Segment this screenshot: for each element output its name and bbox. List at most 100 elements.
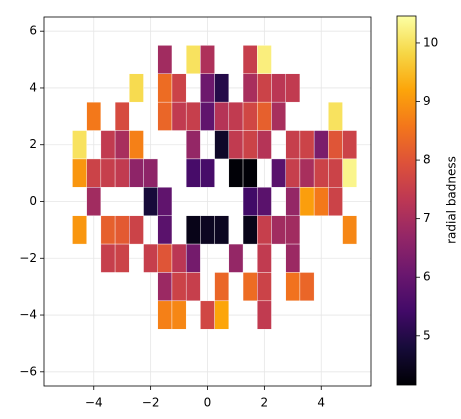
heatmap-cell: [171, 73, 187, 103]
heatmap-cell: [342, 158, 357, 188]
heatmap-cell: [129, 158, 144, 188]
y-tick-label: −2: [19, 251, 37, 265]
heatmap-cell: [257, 45, 272, 74]
heatmap-cell: [242, 158, 258, 188]
heatmap-cell: [242, 187, 258, 216]
heatmap-cell: [214, 215, 230, 245]
heatmap-cell: [114, 101, 130, 131]
heatmap-cell: [242, 130, 258, 160]
heatmap-cell: [257, 300, 272, 330]
heatmap-cell: [257, 215, 272, 245]
heatmap-cell: [129, 215, 144, 245]
heatmap-cell: [171, 101, 187, 131]
x-tick-label: 0: [204, 396, 212, 410]
heatmap-cell: [271, 73, 286, 103]
heatmap-cell: [185, 158, 201, 188]
heatmap-cell: [242, 101, 258, 131]
heatmap-cell: [228, 130, 244, 160]
heatmap-cell: [114, 158, 130, 188]
heatmap-cell: [157, 101, 173, 131]
heatmap-cell: [271, 215, 286, 245]
heatmap-cell: [271, 158, 286, 188]
heatmap-cell: [72, 158, 87, 188]
heatmap-cell: [100, 158, 116, 188]
x-tick-label: 2: [261, 396, 269, 410]
heatmap-cell: [72, 215, 87, 245]
colorbar: [396, 15, 417, 386]
heatmap-cell: [86, 158, 102, 188]
colorbar-tick-label: 7: [423, 211, 431, 225]
heatmap-cell: [214, 130, 230, 160]
colorbar-tick-label: 8: [423, 153, 431, 167]
heatmap-cell: [157, 215, 173, 245]
heatmap-cell: [242, 45, 258, 74]
y-tick-label: 0: [29, 194, 37, 208]
heatmap-cell: [200, 73, 215, 103]
heatmap-cell: [328, 158, 343, 188]
heatmap-cell: [342, 215, 357, 245]
colorbar-tick-label: 6: [423, 270, 431, 284]
y-tick-label: 2: [29, 137, 37, 151]
heatmap-cell: [285, 73, 301, 103]
heatmap-cell: [86, 187, 102, 216]
heatmap-cell: [228, 243, 244, 273]
heatmap-cell: [257, 130, 272, 160]
heatmap-cell: [114, 215, 130, 245]
heatmap-cell: [157, 272, 173, 302]
heatmap-cell: [171, 243, 187, 273]
y-tick-label: 4: [29, 80, 37, 94]
heatmap-cell: [171, 272, 187, 302]
heatmap-cell: [100, 215, 116, 245]
heatmap-cell: [313, 158, 329, 188]
heatmap-cell: [143, 243, 158, 273]
heatmap-cell: [214, 73, 230, 103]
heatmap-cell: [271, 101, 286, 131]
heatmap-cell: [200, 158, 215, 188]
heatmap-cell: [157, 45, 173, 74]
heatmap-cell: [242, 73, 258, 103]
heatmap-cell: [257, 187, 272, 216]
heatmap-cell: [200, 300, 215, 330]
heatmap-cell: [214, 272, 230, 302]
heatmap-cell: [185, 243, 201, 273]
heatmap-cell: [242, 272, 258, 302]
colorbar-tick-label: 5: [423, 328, 431, 342]
heatmap-cell: [228, 101, 244, 131]
heatmap-cell: [257, 73, 272, 103]
heatmap-cell: [342, 130, 357, 160]
x-tick-label: 4: [317, 396, 325, 410]
heatmap-cell: [157, 73, 173, 103]
heatmap-cell: [114, 243, 130, 273]
heatmap-cell: [313, 130, 329, 160]
heatmap-cell: [171, 300, 187, 330]
heatmap-cell: [285, 243, 301, 273]
y-tick-label: −4: [19, 308, 37, 322]
heatmap-cell: [200, 101, 215, 131]
heatmap-cell: [214, 101, 230, 131]
heatmap-cell: [214, 300, 230, 330]
heatmap-cell: [185, 215, 201, 245]
heatmap-cell: [72, 130, 87, 160]
heatmap-cell: [299, 187, 315, 216]
heatmap-cell: [157, 300, 173, 330]
heatmap-cell: [129, 73, 144, 103]
heatmap-cell: [299, 130, 315, 160]
colorbar-tick-label: 10: [423, 35, 438, 49]
heatmap-cell: [328, 101, 343, 131]
heatmap-cell: [185, 272, 201, 302]
heatmap-cell: [200, 45, 215, 74]
colorbar-label: radial badness: [445, 156, 459, 244]
heatmap-cell: [328, 187, 343, 216]
y-tick-label: 6: [29, 24, 37, 38]
x-tick-label: −4: [85, 396, 103, 410]
heatmap-cell: [86, 101, 102, 131]
heatmap-cell: [185, 101, 201, 131]
heatmap-cell: [242, 215, 258, 245]
heatmap-cell: [143, 158, 158, 188]
heatmap-cell: [100, 130, 116, 160]
heatmap-cell: [143, 187, 158, 216]
heatmap-cell: [200, 215, 215, 245]
heatmap-cell: [157, 243, 173, 273]
y-tick-label: −6: [19, 364, 37, 378]
